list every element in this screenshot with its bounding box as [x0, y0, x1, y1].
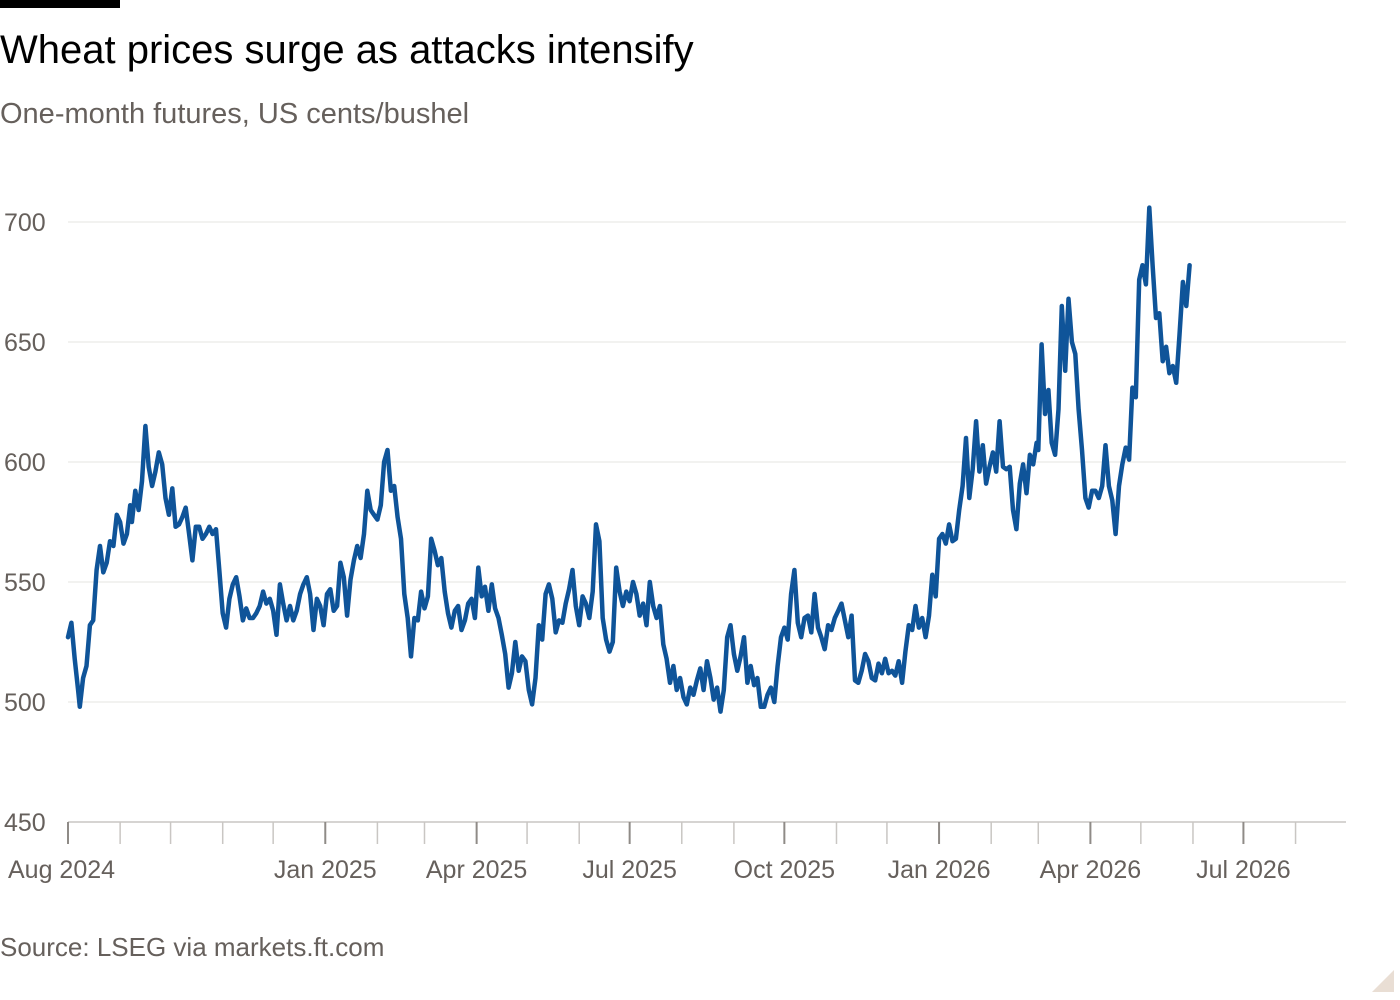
y-tick-label: 500 — [4, 689, 46, 717]
x-tick-label: Oct 2025 — [734, 856, 835, 884]
price-series-line — [65, 205, 1192, 714]
x-tick-label: Jan 2025 — [274, 856, 377, 884]
x-tick-label: Apr 2026 — [1040, 856, 1141, 884]
x-tick-label: Aug 2024 — [8, 856, 115, 884]
x-tick-label: Jan 2026 — [888, 856, 991, 884]
y-tick-label: 550 — [4, 569, 46, 597]
x-tick-label: Apr 2025 — [426, 856, 527, 884]
source-note: Source: LSEG via markets.ft.com — [0, 932, 385, 962]
brand-top-bar — [0, 0, 120, 8]
y-tick-label: 700 — [4, 209, 46, 237]
corner-mark — [1372, 970, 1394, 992]
x-tick-label: Jul 2025 — [582, 856, 677, 884]
y-tick-label: 450 — [4, 809, 46, 837]
chart-subtitle: One-month futures, US cents/bushel — [0, 98, 470, 130]
chart-title: Wheat prices surge as attacks intensify — [0, 28, 694, 72]
x-tick-label: Jul 2026 — [1196, 856, 1291, 884]
y-tick-label: 600 — [4, 449, 46, 477]
y-tick-label: 650 — [4, 329, 46, 357]
